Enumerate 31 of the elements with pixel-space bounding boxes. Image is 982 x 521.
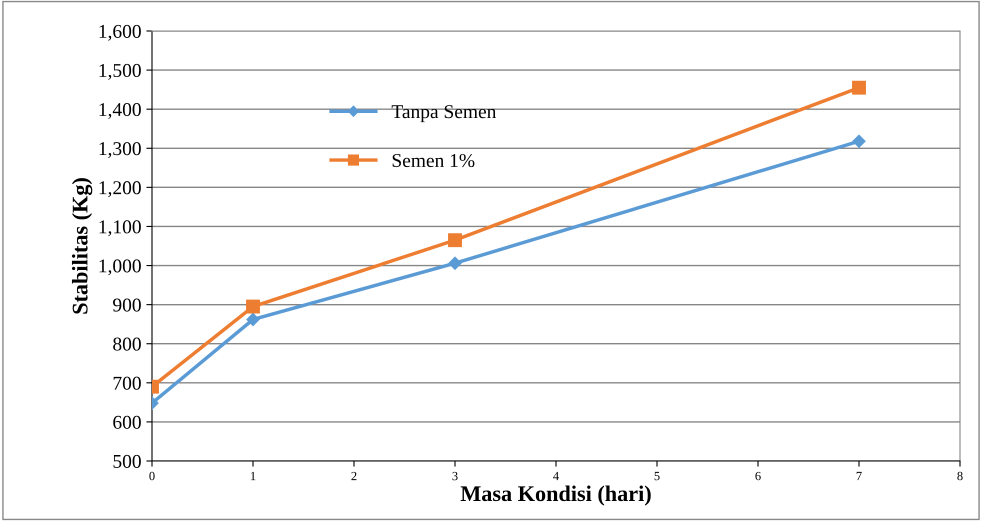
legend-label: Semen 1% [392, 154, 474, 168]
x-tick-label: 7 [856, 472, 862, 480]
y-tick-label: 1,400 [100, 103, 141, 119]
x-tick-label: 5 [654, 472, 660, 480]
y-tick-label: 600 [113, 416, 141, 429]
point [852, 80, 866, 95]
y-tick-label: 1,000 [100, 259, 141, 276]
y-tick-label: 1,200 [100, 181, 141, 198]
y-tick-label: 800 [113, 338, 141, 351]
y-tick-label: 1,600 [100, 24, 141, 41]
point [448, 256, 462, 270]
y-tick-label: 700 [114, 376, 141, 390]
point [852, 134, 866, 148]
y-tick-label: 1,100 [100, 220, 141, 236]
x-tick-label: 8 [957, 472, 963, 480]
legend-label: Tanpa Semen [392, 105, 496, 122]
x-axis-title: Masa Kondisi (hari) [460, 486, 651, 506]
x-tick-label: 2 [351, 472, 356, 480]
point [246, 300, 260, 314]
y-tick-label: 900 [113, 298, 141, 312]
point [448, 233, 462, 248]
y-axis-title: Stabilitas (Kg) [72, 178, 92, 314]
x-tick-label: 4 [553, 472, 559, 480]
x-tick-label: 1 [250, 472, 256, 480]
y-tick-label: 1,500 [100, 64, 141, 80]
y-tick-label: 500 [114, 454, 141, 468]
x-tick-label: 3 [452, 472, 458, 480]
x-tick-label: 0 [149, 472, 155, 480]
y-tick-label: 1,300 [100, 142, 141, 158]
x-tick-label: 6 [755, 472, 761, 480]
point [246, 312, 260, 326]
